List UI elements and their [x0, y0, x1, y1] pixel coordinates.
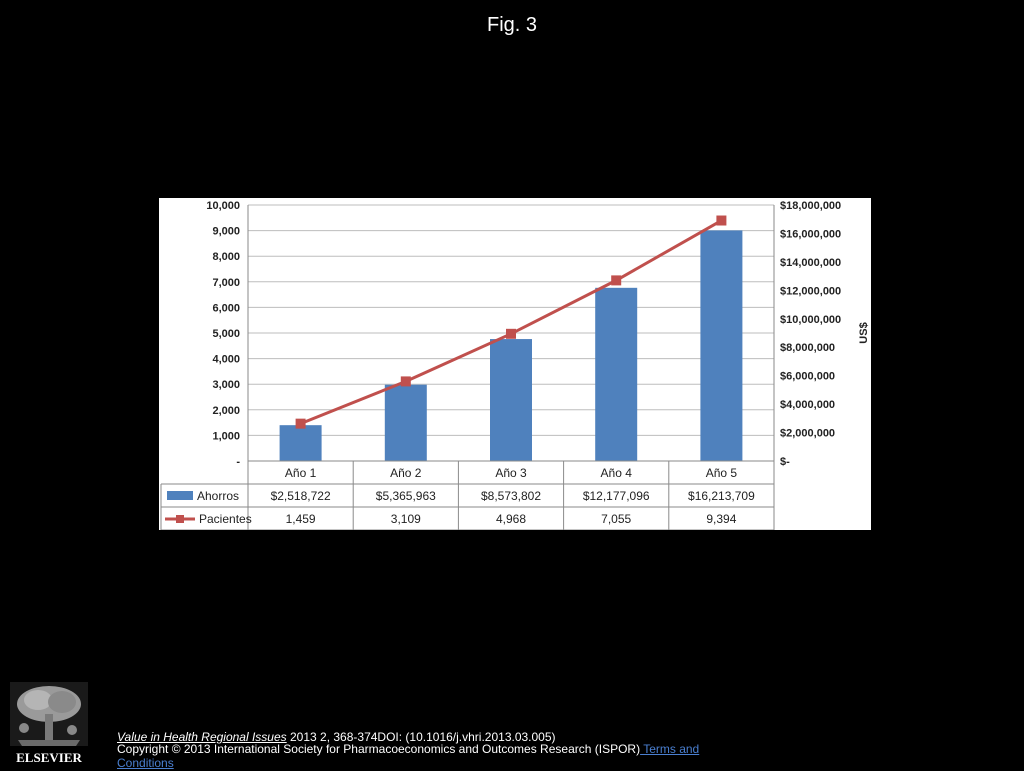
- bar-ahorros: [384, 384, 427, 461]
- marker-pacientes: [716, 215, 727, 226]
- left-tick-label: 10,000: [206, 200, 240, 212]
- left-tick-label: 3,000: [212, 379, 240, 391]
- data-label-pacientes: 4,968: [496, 512, 526, 526]
- right-tick-label: $14,000,000: [780, 257, 841, 269]
- right-axis-title: US$: [858, 322, 870, 343]
- data-label-ahorros: $8,573,802: [481, 489, 541, 503]
- data-label-ahorros: $5,365,963: [376, 489, 436, 503]
- legend-swatch-ahorros: [167, 491, 193, 500]
- category-label: Año 1: [285, 466, 317, 480]
- right-tick-label: $4,000,000: [780, 399, 835, 411]
- elsevier-logo: ELSEVIER: [8, 680, 90, 766]
- chart-panel: - 1,000 2,000 3,000 4,000 5,000 6,000 7,000 8,00…: [159, 198, 871, 530]
- marker-pacientes: [611, 275, 622, 286]
- right-tick-label: $16,000,000: [780, 228, 841, 240]
- marker-pacientes: [506, 328, 516, 339]
- marker-pacientes: [295, 418, 306, 429]
- left-tick-label: -: [236, 456, 240, 468]
- left-tick-label: 6,000: [212, 302, 240, 314]
- copyright-text: Copyright © 2013 International Society f…: [117, 742, 641, 756]
- journal-link[interactable]: Value in Health Regional Issues: [117, 730, 287, 744]
- left-tick-label: 1,000: [212, 430, 240, 442]
- data-label-ahorros: $2,518,722: [271, 489, 331, 503]
- data-label-pacientes: 3,109: [391, 512, 421, 526]
- left-tick-label: 2,000: [212, 405, 240, 417]
- bar-ahorros: [595, 287, 638, 461]
- left-tick-label: 9,000: [212, 226, 240, 238]
- data-label-pacientes: 1,459: [286, 512, 316, 526]
- publisher-name: ELSEVIER: [16, 750, 82, 765]
- bar-ahorros: [700, 230, 743, 461]
- right-tick-label: $-: [780, 456, 790, 468]
- left-tick-label: 5,000: [212, 328, 240, 340]
- terms-link[interactable]: Terms and Conditions: [117, 742, 700, 770]
- data-label-ahorros: $12,177,096: [583, 489, 650, 503]
- legend-marker-pacientes: [176, 515, 184, 523]
- copyright: Copyright © 2013 International Society f…: [117, 742, 737, 770]
- right-tick-label: $10,000,000: [780, 314, 841, 326]
- combo-chart: - 1,000 2,000 3,000 4,000 5,000 6,000 7,000 8,00…: [160, 200, 870, 530]
- data-label-pacientes: 7,055: [601, 512, 631, 526]
- right-tick-label: $2,000,000: [780, 428, 835, 440]
- right-tick-label: $6,000,000: [780, 371, 835, 383]
- right-tick-label: $8,000,000: [780, 342, 835, 354]
- citation-text: 2013 2, 368-374DOI: (10.1016/j.vhri.2013…: [286, 730, 556, 744]
- marker-pacientes: [400, 376, 411, 387]
- citation: Value in Health Regional Issues 2013 2, …: [117, 730, 556, 744]
- data-label-pacientes: 9,394: [706, 512, 736, 526]
- category-label: Año 4: [601, 466, 633, 480]
- bar-ahorros: [279, 425, 322, 461]
- right-tick-label: $18,000,000: [780, 200, 841, 212]
- legend-label-ahorros: Ahorros: [197, 489, 239, 503]
- category-label: Año 3: [495, 466, 527, 480]
- bar-ahorros: [490, 339, 532, 461]
- data-label-ahorros: $16,213,709: [688, 489, 755, 503]
- category-label: Año 5: [706, 466, 738, 480]
- left-tick-label: 7,000: [212, 277, 240, 289]
- figure-title: Fig. 3: [486, 14, 538, 36]
- left-tick-label: 8,000: [212, 251, 240, 263]
- elsevier-tree-icon: ELSEVIER: [10, 682, 88, 765]
- right-tick-label: $12,000,000: [780, 285, 841, 297]
- category-label: Año 2: [390, 466, 422, 480]
- left-tick-label: 4,000: [212, 354, 240, 366]
- legend-label-pacientes: Pacientes: [199, 512, 252, 526]
